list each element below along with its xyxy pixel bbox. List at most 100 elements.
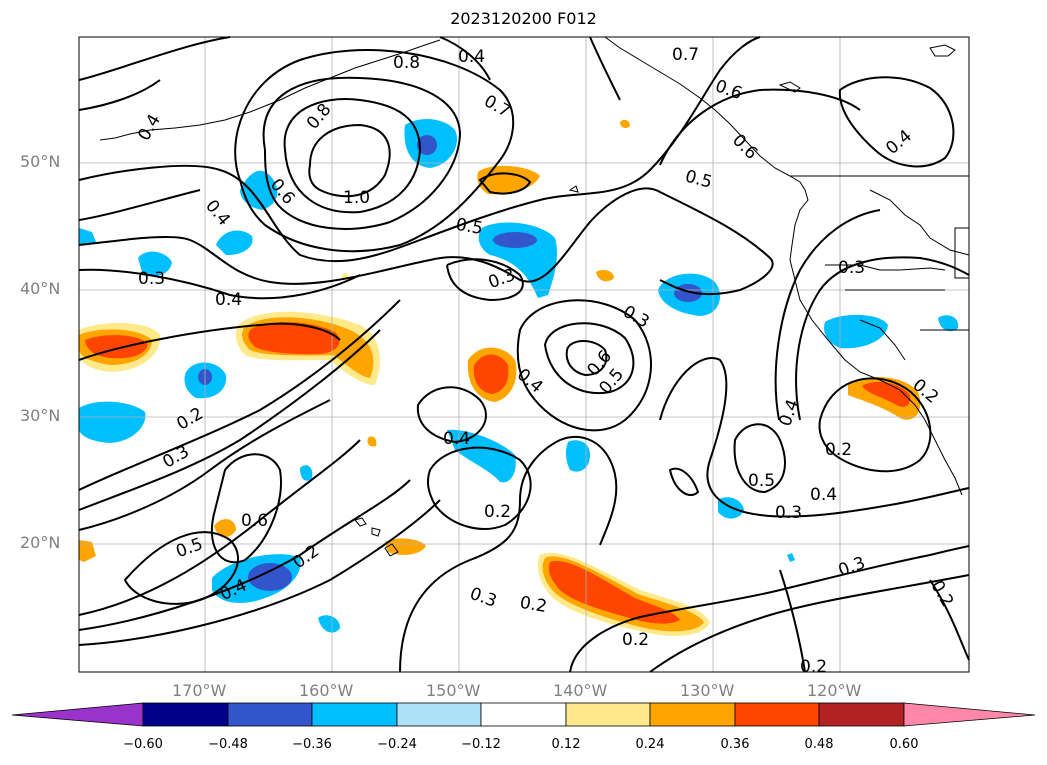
blue-patch (447, 429, 516, 483)
blue-patch (787, 553, 795, 562)
contour (78, 479, 411, 631)
contour (733, 423, 786, 494)
lat-label: 30°N (20, 406, 61, 425)
colorbar (11, 702, 1036, 727)
warm-patch (385, 538, 426, 555)
colorbar-segment (565, 702, 651, 727)
coastline (371, 527, 381, 537)
contour (779, 569, 806, 673)
coastline (354, 517, 367, 527)
contour (78, 322, 341, 361)
coastline (778, 81, 801, 93)
colorbar-tick-label: 0.24 (635, 737, 665, 752)
contour (78, 36, 231, 81)
contour (795, 256, 970, 421)
blue-patch (79, 401, 146, 443)
colorbar-segment (818, 702, 905, 727)
contour (478, 172, 532, 195)
contour (439, 36, 491, 81)
contour (210, 453, 282, 563)
lon-label: 160°W (299, 681, 354, 700)
contour-label: 0.4 (443, 429, 470, 449)
colorbar-tick-label: 0.12 (551, 737, 581, 752)
contour-label: 0.2 (825, 440, 852, 460)
contour (262, 76, 462, 230)
coastlines (99, 36, 970, 557)
colorbar-tick-label: 0.60 (889, 737, 919, 752)
contour (516, 299, 652, 432)
contour-label: 0.2 (800, 657, 827, 677)
colorbar-tick-label: 0.36 (720, 737, 750, 752)
contour-label: 0.2 (484, 502, 511, 522)
warm-patch (79, 540, 96, 562)
contour (123, 531, 240, 605)
colorbar-tick-label: −0.12 (461, 737, 501, 752)
colorbar-tick-label: −0.48 (208, 737, 248, 752)
colorbar-tick-label: −0.24 (377, 737, 417, 752)
contour-label: 0.3 (138, 269, 165, 289)
colorbar-segment (649, 702, 736, 727)
contour (78, 187, 774, 296)
contour-label: 0.2 (622, 630, 649, 650)
coastline (568, 185, 579, 193)
blue-patch (300, 465, 313, 481)
contour-label: 1.0 (343, 188, 370, 208)
lon-label: 150°W (426, 681, 481, 700)
warm-patch (596, 270, 614, 282)
coastline (384, 543, 399, 557)
border (859, 319, 906, 361)
contour (659, 357, 970, 518)
contour-label: 0.5 (454, 215, 484, 239)
contour (78, 268, 361, 300)
contour-label: 0.3 (775, 503, 802, 523)
contour (774, 209, 881, 421)
contour (308, 123, 391, 198)
contour (569, 545, 970, 673)
colorbar-segment (480, 702, 567, 727)
colorbar-tick-label: −0.36 (292, 737, 332, 752)
contour-label: 0.4 (810, 485, 837, 505)
blue-patch (138, 251, 172, 277)
blue-patch (565, 440, 590, 472)
coastline (604, 36, 963, 496)
blue-core (493, 232, 537, 248)
contour-label: 0.6 (241, 511, 268, 531)
contour (649, 574, 970, 673)
contour (929, 579, 970, 661)
contour (838, 76, 955, 168)
contour (446, 258, 524, 302)
blue-patch (318, 615, 340, 633)
colorbar-tick-label: −0.60 (123, 737, 163, 752)
colorbar-segment (227, 702, 313, 727)
contour-label: 0.4 (215, 290, 242, 310)
coastline (929, 44, 956, 57)
colorbar-extend-right (903, 702, 1036, 727)
contour (818, 377, 932, 473)
blue-patch (938, 315, 959, 332)
lon-label: 170°W (172, 681, 227, 700)
warm-patch (862, 381, 911, 407)
lat-label: 20°N (20, 533, 61, 552)
contour (78, 79, 161, 111)
lat-label: 40°N (20, 279, 61, 298)
contour (78, 36, 761, 263)
colorbar-segment (396, 702, 482, 727)
blue-core (417, 135, 437, 155)
warm-patch (248, 321, 340, 355)
contour-label: 0.2 (518, 593, 548, 617)
map-frame (78, 36, 970, 673)
warm-patch (473, 354, 509, 394)
map-panel (79, 37, 969, 672)
contour (78, 329, 381, 511)
contour-lines (78, 36, 970, 673)
contour-label: 0.4 (458, 47, 485, 67)
warm-patch (214, 519, 236, 538)
colorbar-extend-left (11, 702, 144, 727)
warm-patch (367, 436, 377, 447)
contour (659, 88, 861, 166)
warm-patch (620, 119, 630, 129)
contour (78, 499, 441, 646)
contour (78, 299, 401, 491)
contour (668, 467, 700, 497)
blue-core (248, 563, 292, 591)
